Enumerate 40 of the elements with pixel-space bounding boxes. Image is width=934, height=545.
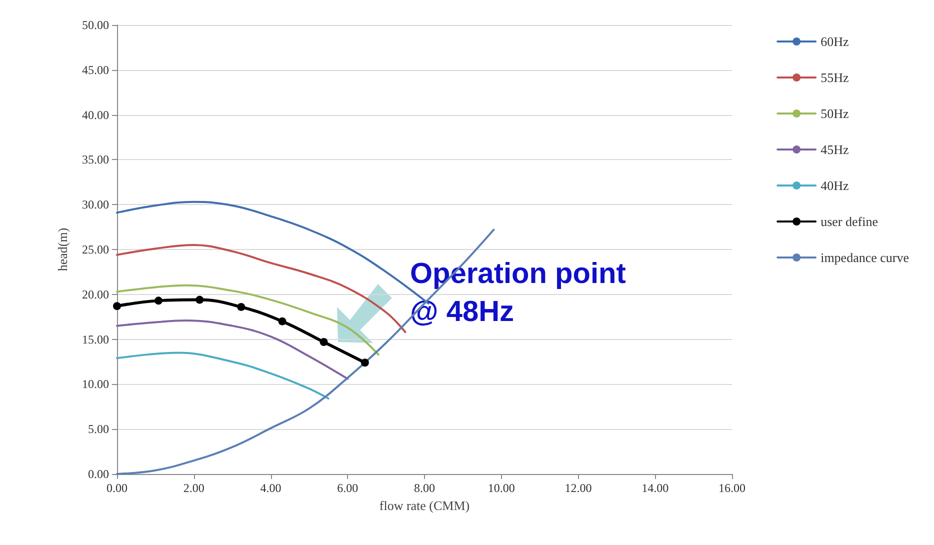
legend-label: 50Hz <box>820 106 849 121</box>
legend-label: 40Hz <box>820 178 849 193</box>
x-tick-label: 4.00 <box>260 481 282 495</box>
line-series <box>116 244 406 334</box>
point <box>196 296 204 304</box>
y-tick-label: 35.00 <box>82 152 109 167</box>
y-tick-label: 15.00 <box>82 332 109 346</box>
y-tick-label: 50.00 <box>82 18 109 32</box>
y-tick-label: 10.00 <box>82 377 109 392</box>
legend-label: impedance curve <box>820 250 910 265</box>
x-tick-label: 14.00 <box>642 481 669 495</box>
legend-label: user define <box>820 214 878 229</box>
x-tick-label: 6.00 <box>337 481 358 495</box>
point <box>360 358 369 367</box>
legend-label: 60Hz <box>820 34 849 49</box>
legend-label: 55Hz <box>820 70 849 85</box>
point <box>154 296 163 305</box>
point <box>237 302 246 311</box>
x-tick-label: 8.00 <box>414 481 435 495</box>
point <box>113 302 121 310</box>
y-tick-label: 0.00 <box>88 467 109 481</box>
y-tick-label: 20.00 <box>82 287 109 302</box>
y-axis-title: head(m) <box>55 228 70 272</box>
x-tick-label: 12.00 <box>564 481 592 495</box>
x-tick-label: 2.00 <box>183 481 204 495</box>
y-tick-label: 40.00 <box>82 108 109 122</box>
y-tick-label: 5.00 <box>88 422 109 436</box>
x-tick-label: 10.00 <box>488 481 515 495</box>
line-series <box>116 319 349 380</box>
point <box>278 317 286 326</box>
y-tick-label: 45.00 <box>82 62 109 77</box>
y-tick-label: 25.00 <box>82 242 109 256</box>
x-tick-label: 16.00 <box>718 481 746 495</box>
line-series <box>116 352 330 400</box>
y-tick-label: 30.00 <box>82 198 109 212</box>
x-tick-label: 0.00 <box>106 481 128 495</box>
point <box>320 338 328 346</box>
x-axis-title: flow rate (CMM) <box>379 498 470 513</box>
legend-label: 45Hz <box>820 142 849 157</box>
line-series <box>116 284 380 356</box>
